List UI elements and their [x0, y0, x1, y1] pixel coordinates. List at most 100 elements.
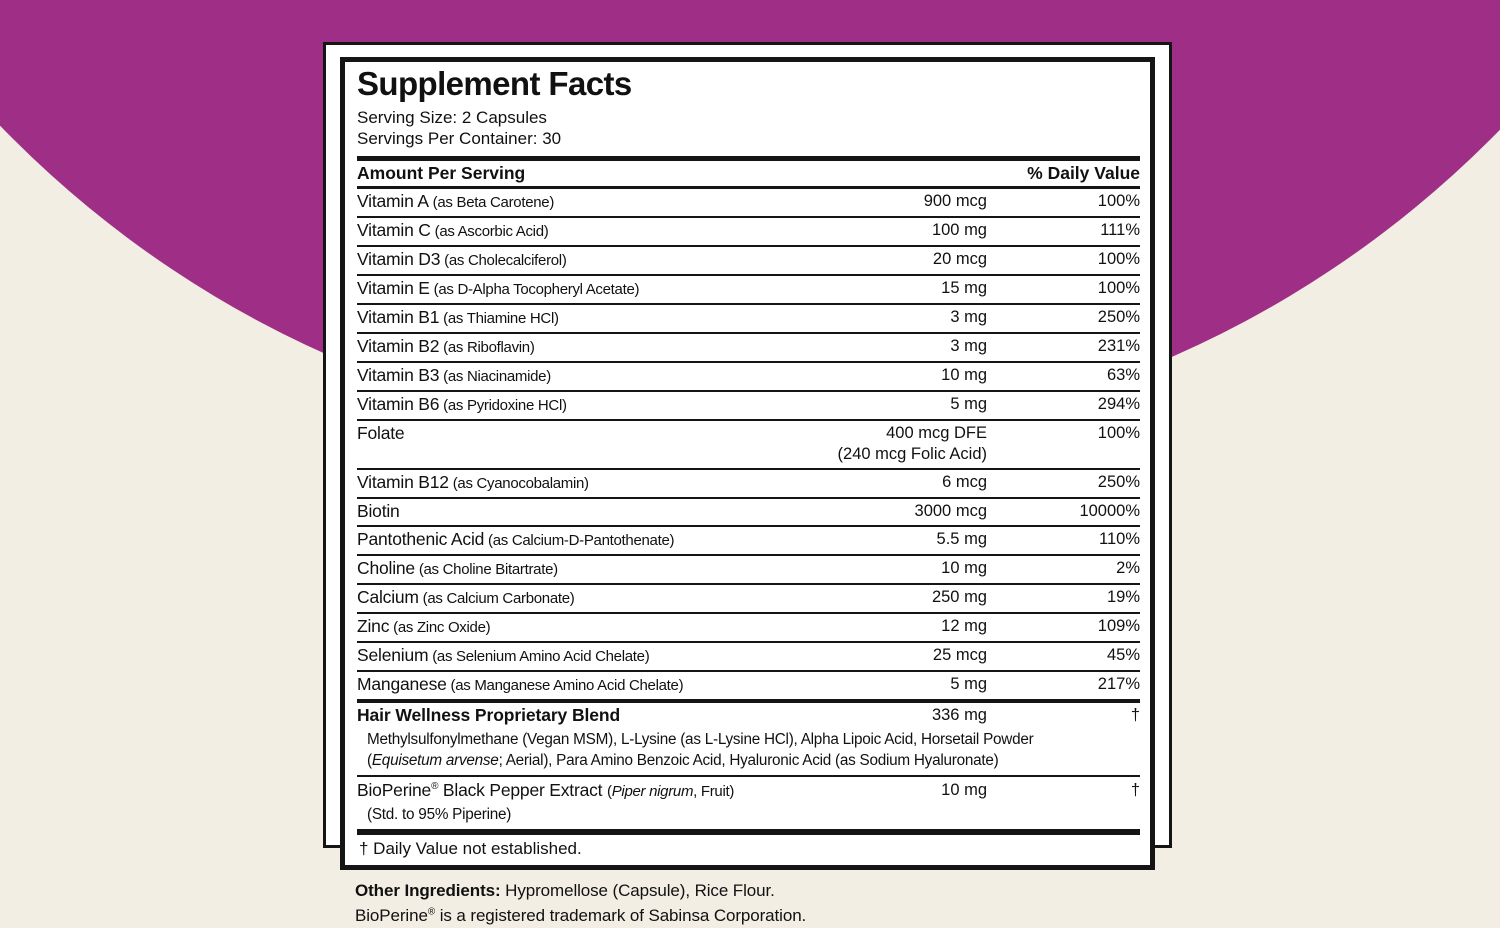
nutrient-name: Manganese [357, 674, 447, 694]
text-segment: ; Aerial), Para Amino Benzoic Acid, Hyal… [498, 752, 999, 769]
trademark-note: BioPerine® is a registered trademark of … [355, 903, 1153, 928]
nutrient-source: (as Choline Bitartrate) [414, 561, 558, 578]
nutrient-source: (as Cyanocobalamin) [448, 475, 589, 492]
text-segment: Equisetum arvense [371, 752, 499, 769]
nutrient-name: Vitamin B1 [357, 307, 440, 327]
nutrient-amount: 400 mcg DFE (240 mcg Folic Acid) [837, 424, 987, 463]
nutrient-amount: 5.5 mg [936, 530, 987, 548]
servings-per-container: Servings Per Container: 30 [357, 129, 562, 148]
nutrient-row: Selenium (as Selenium Amino Acid Chelate… [357, 641, 1140, 670]
nutrient-source: (as Manganese Amino Acid Chelate) [446, 677, 684, 694]
text-segment: is a registered trademark of Sabinsa Cor… [435, 906, 807, 925]
nutrient-row: Vitamin E (as D-Alpha Tocopheryl Acetate… [357, 274, 1140, 303]
nutrient-source: (as Calcium-D-Pantothenate) [484, 532, 675, 549]
text-segment: Piper nigrum [611, 783, 694, 800]
nutrient-row: Folate 400 mcg DFE (240 mcg Folic Acid) 100… [357, 419, 1140, 468]
nutrient-daily-value: 63% [1106, 366, 1140, 384]
nutrient-amount: 15 mg [941, 279, 987, 297]
nutrient-row: Vitamin C (as Ascorbic Acid) 100 mg 111% [357, 216, 1140, 245]
nutrient-source: (as Selenium Amino Acid Chelate) [428, 648, 650, 665]
text-segment: ® [431, 781, 439, 793]
nutrient-daily-value: 250% [1097, 308, 1140, 326]
nutrient-amount: 10 mg [941, 559, 987, 577]
nutrient-name: Vitamin B2 [357, 336, 440, 356]
blend-description-line2: (Equisetum arvense; Aerial), Para Amino … [367, 750, 1140, 771]
daily-value-footnote: † Daily Value not established. [359, 839, 582, 858]
nutrient-row: Biotin 3000 mcg 10000% [357, 497, 1140, 525]
nutrient-amount: 6 mcg [942, 473, 987, 491]
nutrient-row: Choline (as Choline Bitartrate) 10 mg 2% [357, 554, 1140, 583]
text-segment: Black Pepper Extract [438, 780, 607, 800]
serving-size: Serving Size: 2 Capsules [357, 108, 547, 127]
blend-main: Hair Wellness Proprietary Blend 336 mg [357, 705, 987, 726]
table-header: Amount Per Serving % Daily Value [357, 161, 1140, 186]
nutrient-amount: 25 mcg [932, 646, 987, 664]
nutrient-daily-value: 2% [1116, 559, 1140, 577]
label-bottom-text: Other Ingredients: Hypromellose (Capsule… [326, 870, 1169, 928]
blend-dv: † [1130, 706, 1140, 724]
nutrient-source: (as D-Alpha Tocopheryl Acetate) [429, 281, 640, 298]
nutrient-name: Vitamin C [357, 220, 431, 240]
bioperine-dv: † [1130, 781, 1140, 799]
nutrient-name: Choline [357, 558, 415, 578]
nutrient-source: (as Niacinamide) [439, 368, 551, 385]
nutrient-source: (as Riboflavin) [439, 339, 535, 356]
nutrient-source: (as Thiamine HCl) [439, 310, 559, 327]
nutrient-daily-value: 19% [1106, 588, 1140, 606]
rule-above-blend [357, 699, 1140, 703]
bioperine-name: BioPerine® Black Pepper Extract (Piper n… [357, 780, 734, 802]
rule-heavy [357, 829, 1140, 835]
bioperine-section: BioPerine® Black Pepper Extract (Piper n… [357, 775, 1140, 829]
nutrient-name: Vitamin E [357, 278, 430, 298]
blend-name: Hair Wellness Proprietary Blend [357, 705, 621, 725]
nutrient-daily-value: 250% [1097, 473, 1140, 491]
nutrient-row: Vitamin B3 (as Niacinamide) 10 mg 63% [357, 361, 1140, 390]
nutrient-amount: 3 mg [950, 308, 987, 326]
nutrient-row: Vitamin A (as Beta Carotene) 900 mcg 100% [357, 189, 1140, 216]
supplement-facts-title: Supplement Facts [357, 65, 632, 102]
bioperine-amount: 10 mg [941, 781, 987, 799]
text-segment: ( [607, 783, 612, 800]
nutrient-row: Vitamin B6 (as Pyridoxine HCl) 5 mg 294% [357, 390, 1140, 419]
nutrient-daily-value: 231% [1097, 337, 1140, 355]
nutrient-name: Biotin [357, 501, 400, 521]
nutrient-row: Vitamin B12 (as Cyanocobalamin) 6 mcg 250% [357, 468, 1140, 497]
nutrient-amount: 250 mg [931, 588, 987, 606]
text-segment: BioPerine [355, 906, 428, 925]
nutrient-source: (as Ascorbic Acid) [430, 223, 549, 240]
blend-row: Hair Wellness Proprietary Blend 336 mg † [357, 703, 1140, 729]
text-segment: ® [427, 906, 436, 918]
nutrient-amount: 12 mg [941, 617, 987, 635]
nutrient-daily-value: 100% [1097, 192, 1140, 210]
nutrient-source: (as Cholecalciferol) [440, 252, 567, 269]
nutrient-name: Vitamin B12 [357, 472, 449, 492]
nutrient-name: Vitamin B6 [357, 394, 440, 414]
nutrient-name: Calcium [357, 587, 419, 607]
header-daily-value: % Daily Value [1027, 163, 1140, 183]
text-segment: Hypromellose (Capsule), Rice Flour. [500, 881, 775, 900]
nutrient-amount: 10 mg [941, 366, 987, 384]
rule-medium [357, 186, 1140, 189]
text-segment: ( [367, 752, 372, 769]
nutrient-name: Vitamin B3 [357, 365, 440, 385]
nutrient-row: Vitamin D3 (as Cholecalciferol) 20 mcg 100… [357, 245, 1140, 274]
nutrient-amount: 3000 mcg [914, 502, 987, 520]
nutrient-name: Pantothenic Acid [357, 529, 485, 549]
text-segment: , Fruit) [693, 783, 735, 800]
nutrient-daily-value: 109% [1097, 617, 1140, 635]
nutrient-row: Vitamin B1 (as Thiamine HCl) 3 mg 250% [357, 303, 1140, 332]
nutrient-daily-value: 100% [1097, 279, 1140, 297]
nutrient-name: Zinc [357, 616, 390, 636]
nutrient-row: Manganese (as Manganese Amino Acid Chela… [357, 670, 1140, 699]
nutrient-daily-value: 100% [1097, 424, 1140, 442]
nutrient-daily-value: 294% [1097, 395, 1140, 413]
nutrient-name: Folate [357, 423, 405, 443]
blend-description-line1: Methylsulfonylmethane (Vegan MSM), L-Lys… [367, 729, 1140, 750]
nutrient-rows: Vitamin A (as Beta Carotene) 900 mcg 100% V… [357, 189, 1140, 699]
nutrient-amount: 5 mg [950, 675, 987, 693]
nutrient-amount: 20 mcg [932, 250, 987, 268]
text-segment: Other Ingredients: [355, 881, 501, 900]
bioperine-main: BioPerine® Black Pepper Extract (Piper n… [357, 780, 987, 802]
blend-amount: 336 mg [931, 706, 987, 724]
